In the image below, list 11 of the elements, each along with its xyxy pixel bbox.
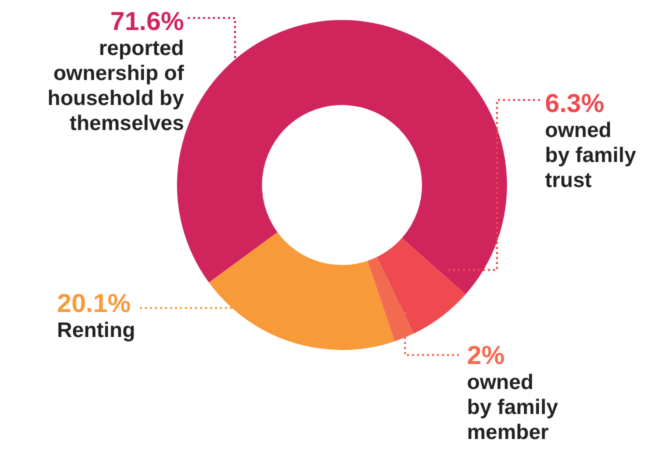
donut-slice — [368, 257, 414, 342]
data-label: 20.1% — [57, 288, 132, 318]
data-label: 6.3% — [545, 88, 606, 118]
slice-label: owned by family member — [467, 371, 558, 444]
data-label: 2% — [467, 340, 506, 370]
donut-slice — [376, 238, 466, 334]
slice-label: reported ownership of household by themselves — [48, 37, 184, 135]
donut-slice — [208, 232, 395, 350]
data-label: 71.6% — [109, 6, 184, 36]
slice-label: owned by family trust — [545, 119, 636, 192]
slice-label: Renting — [57, 319, 136, 342]
